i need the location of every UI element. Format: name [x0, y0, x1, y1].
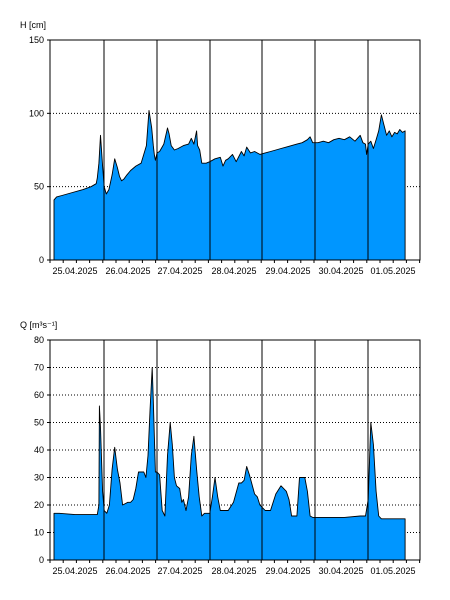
y-tick-label: 10 [34, 528, 44, 538]
y-tick-label: 50 [34, 418, 44, 428]
y-tick-label: 70 [34, 363, 44, 373]
discharge-chart: Q [m³s⁻¹] 0 10 20 30 40 50 60 70 80 25.04.2025 26.0… [20, 320, 421, 576]
y-axis-title: Q [m³s⁻¹] [20, 320, 57, 330]
x-tick-label: 26.04.2025 [105, 566, 150, 576]
x-tick-label: 27.04.2025 [157, 266, 202, 276]
x-tick-label: 28.04.2025 [211, 566, 256, 576]
y-tick-label: 0 [39, 255, 44, 265]
x-tick-label: 30.04.2025 [318, 566, 363, 576]
x-tick-label: 30.04.2025 [318, 266, 363, 276]
x-tick-label: 01.05.2025 [370, 266, 415, 276]
x-tick-label: 25.04.2025 [52, 266, 97, 276]
y-axis-title: H [cm] [20, 20, 46, 30]
x-tick-label: 01.05.2025 [370, 566, 415, 576]
series-area [53, 109, 406, 261]
y-tick-label: 150 [29, 35, 44, 45]
y-tick-label: 100 [29, 108, 44, 118]
series-area [53, 367, 406, 561]
x-tick-label: 25.04.2025 [52, 566, 97, 576]
y-tick-label: 40 [34, 445, 44, 455]
x-tick-label: 29.04.2025 [265, 266, 310, 276]
y-tick-label: 30 [34, 473, 44, 483]
x-tick-label: 26.04.2025 [105, 266, 150, 276]
y-tick-label: 80 [34, 335, 44, 345]
y-tick-label: 20 [34, 500, 44, 510]
y-tick-label: 50 [34, 182, 44, 192]
x-tick-label: 28.04.2025 [211, 266, 256, 276]
y-tick-label: 60 [34, 390, 44, 400]
x-tick-label: 27.04.2025 [157, 566, 202, 576]
x-tick-label: 29.04.2025 [265, 566, 310, 576]
y-tick-label: 0 [39, 555, 44, 565]
water-level-chart: H [cm] 0 50 100 150 25.04.2025 26.04.2025 27.04… [20, 20, 421, 276]
